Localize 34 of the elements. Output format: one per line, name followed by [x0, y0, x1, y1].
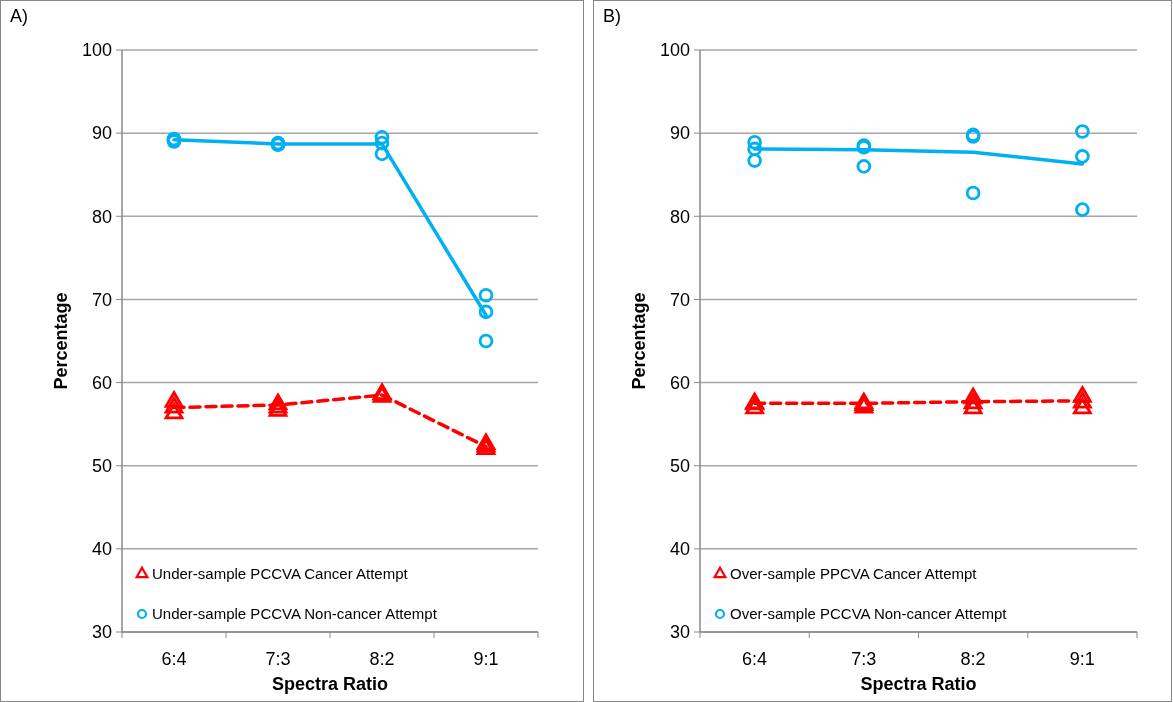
legend-label: Over-sample PCCVA Non-cancer Attempt [730, 605, 1008, 623]
y-tick-label: 100 [81, 40, 112, 61]
y-tick-label: 60 [669, 372, 690, 393]
x-tick-label: 7:3 [851, 649, 877, 669]
y-tick-label: 70 [669, 289, 690, 310]
legend-label: Over-sample PPCVA Cancer Attempt [730, 565, 978, 583]
x-tick-label: 8:2 [369, 649, 395, 669]
x-axis-title: Spectra Ratio [271, 674, 389, 694]
x-tick-label: 6:4 [161, 649, 187, 669]
y-tick-label: 50 [669, 456, 690, 477]
x-axis-title: Spectra Ratio [860, 674, 977, 694]
y-tick-label: 90 [91, 123, 112, 144]
y-tick-label: 30 [669, 622, 690, 643]
x-tick-label: 6:4 [742, 649, 768, 669]
y-tick-label: 40 [91, 539, 112, 560]
legend-label: Under-sample PCCVA Cancer Attempt [152, 565, 409, 583]
y-tick-label: 30 [91, 622, 112, 643]
y-axis-title: Percentage [629, 292, 649, 390]
y-tick-label: 80 [669, 206, 690, 227]
y-tick-label: 60 [91, 372, 112, 393]
y-tick-label: 40 [669, 539, 690, 560]
text: B) [603, 6, 621, 26]
y-tick-label: 80 [91, 206, 112, 227]
text: A) [10, 6, 28, 26]
x-tick-label: 7:3 [265, 649, 291, 669]
y-tick-label: 50 [91, 456, 112, 477]
y-axis-title: Percentage [51, 292, 71, 390]
x-tick-label: 8:2 [960, 649, 986, 669]
legend-label: Under-sample PCCVA Non-cancer Attempt [152, 605, 438, 623]
y-tick-label: 70 [91, 289, 112, 310]
y-tick-label: 90 [669, 123, 690, 144]
y-tick-label: 100 [659, 40, 690, 61]
x-tick-label: 9:1 [1069, 649, 1095, 669]
x-tick-label: 9:1 [473, 649, 499, 669]
